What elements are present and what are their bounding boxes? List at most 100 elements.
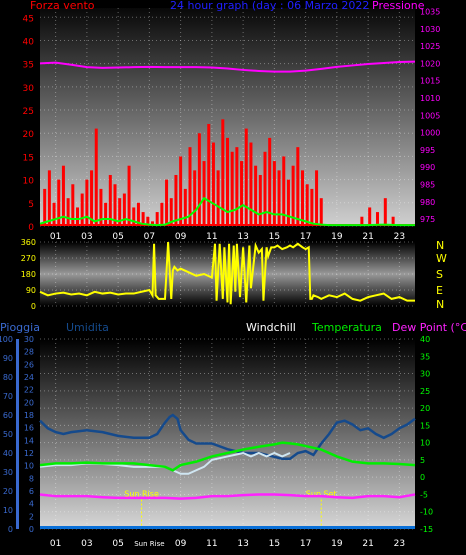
rain-tick-label: 70 <box>3 392 13 401</box>
temperature-tick-label: 40 <box>420 335 430 344</box>
wind-bar <box>174 174 178 226</box>
x-tick-label: 17 <box>300 539 311 549</box>
wind-bar <box>272 161 276 226</box>
wind-bar <box>235 147 239 226</box>
wind-bar <box>296 147 300 226</box>
rain-axis-bar <box>16 339 19 529</box>
wind-bar <box>80 193 84 226</box>
rain-tick-label: 40 <box>3 449 13 458</box>
temperature-tick-label: 25 <box>420 387 430 396</box>
wind-bar <box>360 216 364 226</box>
x-tick-label: 19 <box>331 539 343 549</box>
wind-bar <box>240 161 244 226</box>
compass-label: S <box>436 268 443 281</box>
x-tick-label: 09 <box>175 232 187 242</box>
wind-bar <box>391 216 395 226</box>
axis-labels: 0510152025303540459759809859909951000100… <box>0 7 447 549</box>
y2-tick-label: 985 <box>420 180 435 189</box>
wind-label: Forza vento <box>30 0 95 12</box>
wind-bar <box>268 137 272 226</box>
temperature-tick-label: 0 <box>420 473 425 482</box>
wind-bar <box>132 207 136 226</box>
wind-bar <box>160 202 164 226</box>
rain-tick-label: 30 <box>3 468 13 477</box>
wind-bar <box>277 170 281 226</box>
x-tick-label: 05 <box>112 539 123 549</box>
wind-bar <box>179 156 183 226</box>
wind-bar <box>249 142 253 226</box>
wind-bar <box>108 174 112 226</box>
compass-label: E <box>436 284 443 297</box>
wind-bar <box>188 147 192 226</box>
x-tick-label: 01 <box>50 232 61 242</box>
wind-bar <box>226 137 229 226</box>
y2-tick-label: 1030 <box>420 25 440 34</box>
x-tick-label: 05 <box>112 232 123 242</box>
wind-bar <box>146 216 150 226</box>
y-tick-label: 25 <box>23 107 34 117</box>
temperature-tick-label: 30 <box>420 370 430 379</box>
humidity-tick-label: 30 <box>24 335 34 344</box>
direction-tick-label: 360 <box>21 238 36 247</box>
wind-bar <box>118 198 122 226</box>
x-tick-label: 03 <box>81 232 92 242</box>
wind-bar <box>165 179 169 226</box>
humidity-tick-label: 24 <box>24 373 34 382</box>
wind-bar <box>263 151 267 226</box>
chart-title: 24 hour graph (day : 06 Marzo 2022 <box>170 0 369 12</box>
wind-bar <box>94 128 98 226</box>
humidity-tick-label: 12 <box>24 449 34 458</box>
y-tick-label: 0 <box>28 223 34 233</box>
y2-tick-label: 990 <box>420 163 435 172</box>
wind-bar <box>151 221 154 226</box>
temperature-tick-label: 15 <box>420 421 430 430</box>
direction-tick-label: 90 <box>26 286 36 295</box>
x-tick-label: 09 <box>175 539 187 549</box>
x-tick-label: 17 <box>300 232 311 242</box>
wind-bar <box>291 165 295 226</box>
x-tick-label: 23 <box>394 232 405 242</box>
wind-bar <box>71 184 75 226</box>
wind-bar <box>122 193 126 226</box>
wind-bar <box>66 198 70 226</box>
temperature-tick-label: 35 <box>420 352 430 361</box>
x-tick-label: 07 <box>144 232 155 242</box>
sunrise-label: Sun Rise <box>124 489 159 498</box>
humidity-tick-label: 8 <box>29 474 34 483</box>
humidity-tick-label: 26 <box>24 360 34 369</box>
wind-bar <box>183 188 187 226</box>
y2-tick-label: 1020 <box>420 59 440 68</box>
wind-bar <box>197 133 201 226</box>
wind-bar <box>282 156 286 226</box>
y-tick-label: 20 <box>23 130 35 140</box>
wind-bar <box>301 170 304 226</box>
x-tick-label: 01 <box>50 539 61 549</box>
x-tick-label: 11 <box>206 539 217 549</box>
wind-bar <box>52 202 56 226</box>
y2-tick-label: 975 <box>420 215 435 224</box>
humidity-tick-label: 10 <box>24 462 34 471</box>
temperature-label: Temperatura <box>311 321 382 334</box>
direction-tick-label: 270 <box>21 254 36 263</box>
rain-tick-label: 80 <box>3 373 13 382</box>
x-tick-label: 03 <box>81 539 92 549</box>
rain-tick-label: 0 <box>8 525 13 534</box>
wind-bar <box>258 174 262 226</box>
wind-bar <box>127 165 131 226</box>
wind-bar <box>141 212 145 226</box>
grid-lines <box>40 8 415 530</box>
wind-bar <box>383 198 387 226</box>
y2-tick-label: 1015 <box>420 77 440 86</box>
y2-tick-label: 980 <box>420 198 435 207</box>
wind-bar <box>376 212 379 226</box>
wind-bar <box>202 161 206 226</box>
y2-tick-label: 1000 <box>420 129 440 138</box>
humidity-tick-label: 28 <box>24 348 34 357</box>
x-tick-label: 15 <box>269 539 280 549</box>
direction-tick-label: 180 <box>21 270 36 279</box>
windchill-label: Windchill <box>246 321 296 334</box>
wind-bar <box>104 202 108 226</box>
wind-bar <box>315 170 319 226</box>
wind-bar <box>90 170 94 226</box>
